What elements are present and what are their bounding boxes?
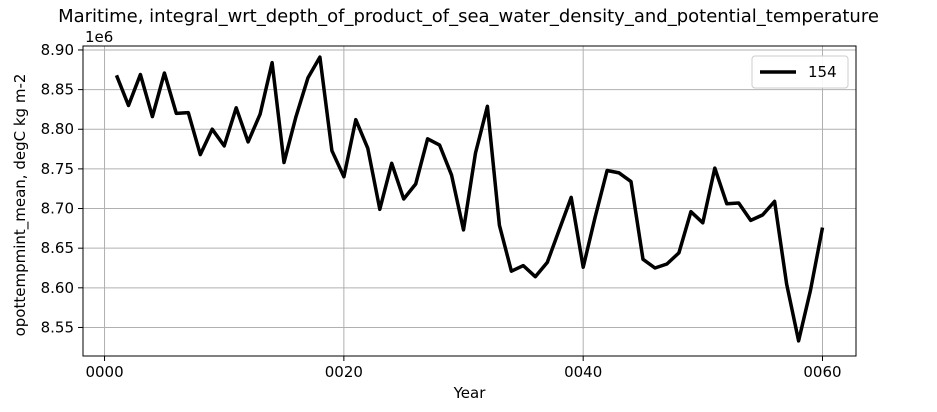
y-axis-label: opottempmint_mean, degC kg m-2 <box>11 73 29 337</box>
y-tick-label: 8.65 <box>41 239 74 257</box>
y-gridlines <box>83 49 856 328</box>
x-tick-label: 0000 <box>85 363 123 381</box>
y-tick-label: 8.90 <box>41 41 74 59</box>
y-tick-label: 8.85 <box>41 81 74 99</box>
y-axis-offset-label: 1e6 <box>85 28 114 46</box>
y-axis-ticks: 8.55 8.60 8.65 8.70 8.75 8.80 8.85 8.90 <box>41 41 83 336</box>
x-axis-ticks: 0000 0020 0040 0060 <box>85 356 842 381</box>
legend-label: 154 <box>808 63 837 81</box>
series-line <box>114 55 825 343</box>
legend-box <box>751 55 849 89</box>
y-tick-label: 8.70 <box>41 200 74 218</box>
series-layer <box>114 55 825 343</box>
chart-title: Maritime, integral_wrt_depth_of_product_… <box>58 6 879 27</box>
y-tick-label: 8.60 <box>41 279 74 297</box>
x-gridlines <box>104 46 823 356</box>
y-tick-label: 8.80 <box>41 120 74 138</box>
x-tick-label: 0040 <box>564 363 602 381</box>
y-tick-label: 8.55 <box>41 318 74 336</box>
legend: 154 <box>751 55 849 89</box>
y-tick-label: 8.75 <box>41 160 74 178</box>
plot-frame <box>82 45 857 357</box>
x-tick-label: 0020 <box>325 363 363 381</box>
x-axis-label: Year <box>453 384 486 402</box>
x-tick-label: 0060 <box>803 363 841 381</box>
